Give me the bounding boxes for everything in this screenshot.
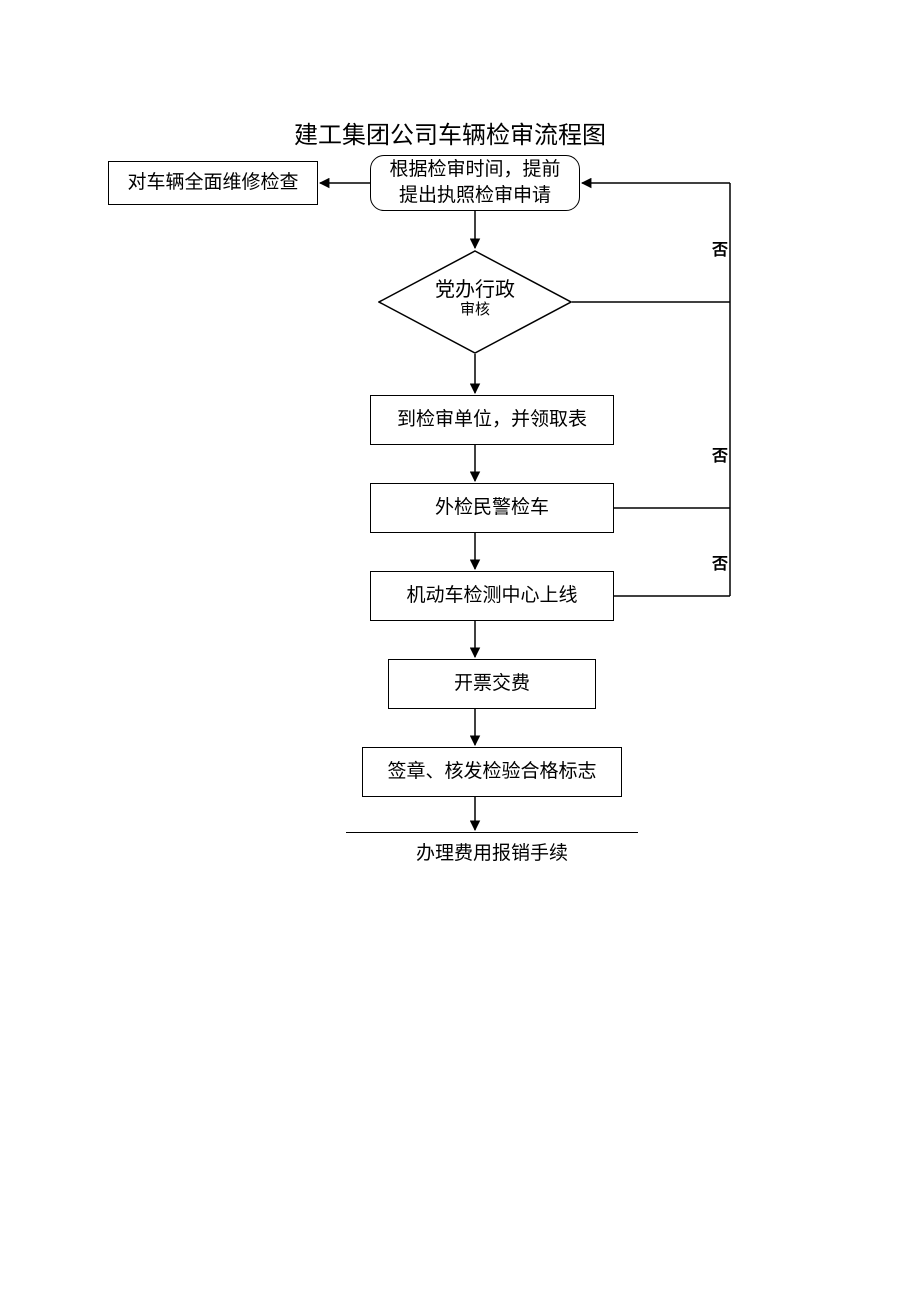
node-decision: 党办行政 审核 xyxy=(378,250,572,354)
node-step2: 外检民警检车 xyxy=(370,483,614,533)
edge-label-no3: 否 xyxy=(712,550,728,574)
node-step2-label: 外检民警检车 xyxy=(435,495,549,521)
node-step5-label: 签章、核发检验合格标志 xyxy=(387,759,596,785)
node-step4-label: 开票交费 xyxy=(454,671,530,697)
node-step3-label: 机动车检测中心上线 xyxy=(406,583,577,609)
node-start: 根据检审时间，提前 提出执照检审申请 xyxy=(370,155,580,211)
node-step3: 机动车检测中心上线 xyxy=(370,571,614,621)
node-start-line2: 提出执照检审申请 xyxy=(399,183,551,209)
flowchart-title: 建工集团公司车辆检审流程图 xyxy=(240,115,660,150)
node-step1: 到检审单位，并领取表 xyxy=(370,395,614,445)
node-side-label: 对车辆全面维修检查 xyxy=(127,170,298,196)
node-end-underline xyxy=(346,832,638,833)
edge-label-no2: 否 xyxy=(712,442,728,466)
node-step1-label: 到检审单位，并领取表 xyxy=(397,407,587,433)
node-decision-line1: 党办行政 xyxy=(378,279,572,302)
node-step5: 签章、核发检验合格标志 xyxy=(362,747,622,797)
node-decision-line2: 审核 xyxy=(378,302,572,319)
node-step4: 开票交费 xyxy=(388,659,596,709)
node-side: 对车辆全面维修检查 xyxy=(108,161,318,205)
edge-label-no1: 否 xyxy=(712,236,728,260)
node-start-line1: 根据检审时间，提前 xyxy=(389,157,560,183)
flowchart-canvas: 建工集团公司车辆检审流程图 根据检审时间，提前 提出执照检审申请 对车辆全面维修… xyxy=(0,0,920,1301)
node-end: 办理费用报销手续 xyxy=(392,838,592,865)
